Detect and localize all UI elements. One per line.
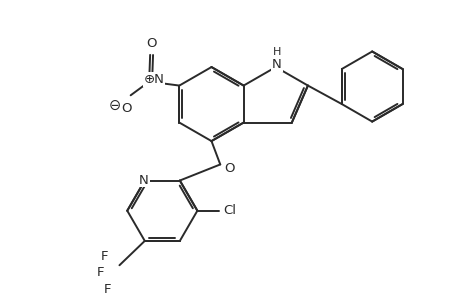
- Text: O: O: [146, 37, 156, 50]
- Text: F: F: [103, 283, 111, 296]
- Text: O: O: [121, 102, 132, 116]
- Text: F: F: [97, 266, 105, 279]
- Text: ⊕N: ⊕N: [143, 73, 164, 86]
- Text: O: O: [223, 162, 234, 175]
- Text: H: H: [272, 47, 280, 57]
- Text: Cl: Cl: [223, 204, 236, 217]
- Text: N: N: [139, 173, 148, 187]
- Text: F: F: [101, 250, 108, 263]
- Text: N: N: [271, 58, 281, 71]
- Text: ⊖: ⊖: [109, 98, 121, 112]
